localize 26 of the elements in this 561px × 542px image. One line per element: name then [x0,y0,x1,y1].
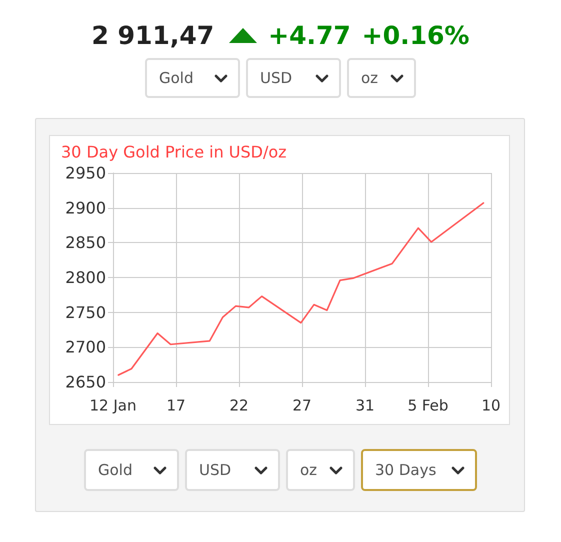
dropdown: Gold [145,58,240,98]
x-tick-label: 27 [292,396,312,414]
y-tick-label: 2800 [65,268,106,287]
x-tick-label: 22 [229,396,249,414]
x-tick-label: 5 Feb [408,396,448,414]
y-tick-label: 2900 [65,198,106,218]
line-series [118,202,484,376]
x-tick-label: 31 [355,396,375,414]
dropdown: 30 Days [361,449,477,491]
dropdown: USD [185,449,280,491]
x-tick-label: 17 [166,396,186,414]
dropdown: USD [246,58,341,98]
dropdown: Gold [84,449,179,491]
dropdown: oz [347,58,416,98]
x-tick-label: 10 [481,396,501,414]
chart-title: 30 Day Gold Price in USD/oz [61,142,287,162]
text: +0.16% [362,20,470,50]
text: +4.77 [268,20,351,50]
y-tick-label: 2700 [65,338,106,357]
y-tick-label: 2650 [65,372,106,392]
x-tick-label: 12 Jan [90,396,136,414]
y-tick-label: 2850 [65,233,106,252]
dropdown: oz [286,449,355,491]
y-tick-label: 2950 [65,164,106,182]
text: 2 911,47 [92,20,214,50]
y-tick-label: 2750 [65,302,106,322]
